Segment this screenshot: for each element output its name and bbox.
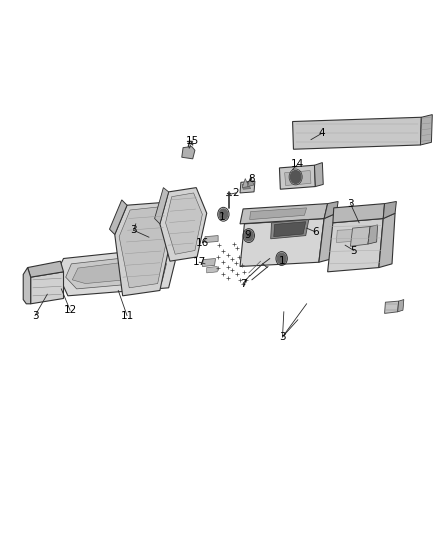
Text: 15: 15: [186, 136, 199, 146]
Polygon shape: [274, 222, 306, 237]
Text: 3: 3: [279, 332, 286, 342]
Polygon shape: [385, 301, 399, 313]
Text: 3: 3: [32, 311, 39, 320]
Polygon shape: [314, 163, 323, 187]
Polygon shape: [240, 204, 328, 224]
Polygon shape: [293, 117, 421, 149]
Polygon shape: [166, 193, 202, 254]
Polygon shape: [333, 204, 385, 223]
Text: 1: 1: [219, 212, 226, 222]
Polygon shape: [250, 208, 307, 220]
Polygon shape: [155, 188, 169, 224]
Circle shape: [290, 171, 301, 183]
Text: 1: 1: [278, 256, 285, 266]
Polygon shape: [110, 200, 127, 235]
Polygon shape: [31, 272, 64, 304]
Polygon shape: [242, 179, 249, 188]
Polygon shape: [350, 227, 370, 246]
Text: 4: 4: [318, 128, 325, 138]
Polygon shape: [379, 213, 395, 268]
Text: 14: 14: [291, 159, 304, 169]
Polygon shape: [66, 254, 166, 289]
Text: 8: 8: [248, 174, 255, 183]
Text: 3: 3: [130, 225, 137, 235]
Polygon shape: [398, 300, 404, 312]
Polygon shape: [119, 207, 169, 288]
Polygon shape: [115, 203, 173, 296]
Polygon shape: [319, 213, 336, 262]
Polygon shape: [202, 259, 215, 266]
Text: 16: 16: [196, 238, 209, 247]
Polygon shape: [240, 181, 255, 193]
Text: 9: 9: [244, 230, 251, 239]
Polygon shape: [328, 219, 383, 272]
Polygon shape: [247, 177, 254, 187]
Polygon shape: [336, 229, 360, 243]
Polygon shape: [182, 147, 195, 159]
Polygon shape: [160, 188, 207, 261]
Circle shape: [244, 230, 253, 241]
Text: 11: 11: [120, 311, 134, 320]
Polygon shape: [368, 225, 378, 244]
Polygon shape: [205, 236, 218, 243]
Text: 17: 17: [193, 257, 206, 267]
Polygon shape: [271, 220, 309, 239]
Polygon shape: [207, 266, 217, 273]
Polygon shape: [383, 201, 396, 219]
Polygon shape: [242, 184, 251, 189]
Text: 12: 12: [64, 305, 77, 315]
Polygon shape: [285, 171, 311, 185]
Polygon shape: [23, 268, 31, 304]
Polygon shape: [28, 261, 64, 277]
Polygon shape: [420, 115, 432, 145]
Text: 7: 7: [240, 279, 247, 288]
Text: 3: 3: [347, 199, 354, 208]
Text: 6: 6: [312, 227, 319, 237]
Circle shape: [219, 209, 228, 220]
Text: 2: 2: [232, 188, 239, 198]
Polygon shape: [240, 219, 324, 266]
Polygon shape: [324, 201, 338, 219]
Polygon shape: [57, 248, 175, 296]
Polygon shape: [72, 259, 157, 284]
Polygon shape: [279, 165, 315, 189]
Circle shape: [277, 253, 286, 264]
Text: 5: 5: [350, 246, 357, 255]
